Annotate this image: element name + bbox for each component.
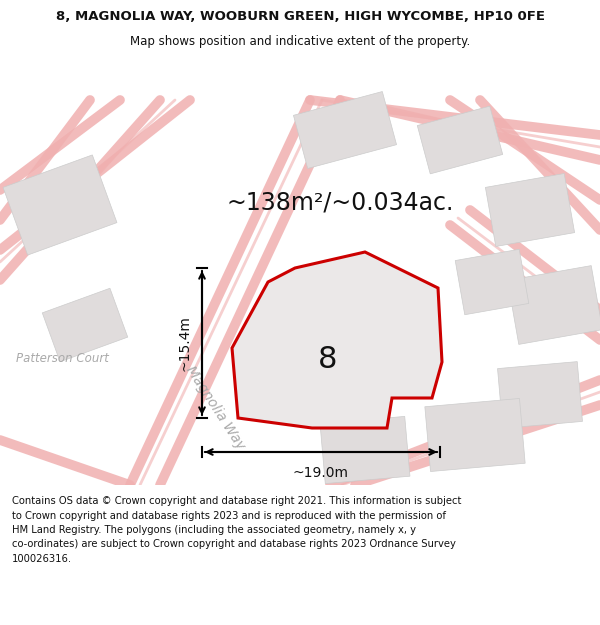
Polygon shape [485,174,575,246]
Polygon shape [320,416,410,484]
Text: ~15.4m: ~15.4m [178,315,192,371]
Polygon shape [418,106,503,174]
Polygon shape [508,266,600,344]
Polygon shape [425,399,525,471]
Polygon shape [254,292,376,398]
Polygon shape [497,362,583,428]
Text: Magnolia Way: Magnolia Way [183,364,247,452]
Text: ~19.0m: ~19.0m [293,466,349,480]
Polygon shape [293,91,397,169]
Text: Patterson Court: Patterson Court [16,351,109,364]
Polygon shape [455,249,529,315]
Text: Contains OS data © Crown copyright and database right 2021. This information is : Contains OS data © Crown copyright and d… [12,496,461,564]
Polygon shape [232,252,442,428]
Polygon shape [3,155,117,255]
Text: 8, MAGNOLIA WAY, WOOBURN GREEN, HIGH WYCOMBE, HP10 0FE: 8, MAGNOLIA WAY, WOOBURN GREEN, HIGH WYC… [56,10,545,23]
Text: Map shows position and indicative extent of the property.: Map shows position and indicative extent… [130,35,470,48]
Text: 8: 8 [318,346,337,374]
Polygon shape [42,288,128,362]
Text: ~138m²/~0.034ac.: ~138m²/~0.034ac. [226,190,454,214]
